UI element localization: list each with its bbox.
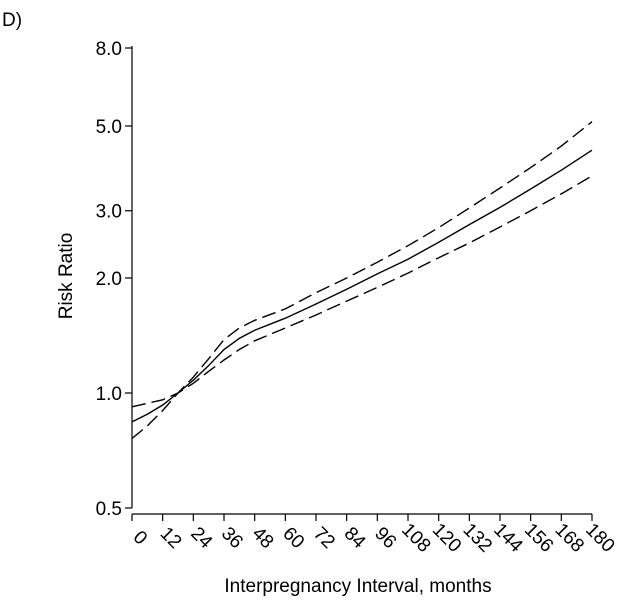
y-tick-label: 5.0: [96, 117, 122, 138]
y-tick-label: 0.5: [96, 499, 122, 520]
x-tick-label: 108: [397, 519, 434, 556]
x-tick-label: 84: [340, 523, 370, 553]
x-tick-label: 120: [428, 519, 465, 556]
panel-label: D): [2, 10, 22, 31]
y-tick-label: 8.0: [96, 39, 122, 60]
x-tick-label: 36: [217, 523, 247, 553]
y-tick-label: 1.0: [96, 384, 122, 405]
series-line-0: [131, 149, 593, 423]
y-tick-label: 3.0: [96, 202, 122, 223]
y-tick-label: 2.0: [96, 269, 122, 290]
x-tick-label: 132: [459, 519, 496, 556]
y-axis-label: Risk Ratio: [56, 233, 77, 320]
x-tick-label: 0: [129, 527, 151, 549]
x-tick-label: 12: [156, 523, 186, 553]
x-tick-label: 60: [278, 523, 308, 553]
x-tick-label: 72: [309, 523, 339, 553]
series-line-1: [131, 121, 593, 440]
x-tick-label: 48: [248, 523, 278, 553]
x-axis-label: Interpregnancy Interval, months: [224, 576, 491, 597]
x-tick-label: 96: [370, 523, 400, 553]
x-tick-label: 180: [581, 519, 618, 556]
x-tick-label: 156: [520, 519, 557, 556]
x-tick-label: 24: [186, 523, 216, 553]
x-tick-label: 144: [489, 519, 527, 557]
plot-area: 0.5 1.0 2.0 3.0 5.0 8.0 0 12 24 36 48 60 72 84 9610812…: [96, 39, 619, 557]
x-tick-label: 168: [551, 519, 588, 556]
series-line-2: [131, 175, 593, 408]
